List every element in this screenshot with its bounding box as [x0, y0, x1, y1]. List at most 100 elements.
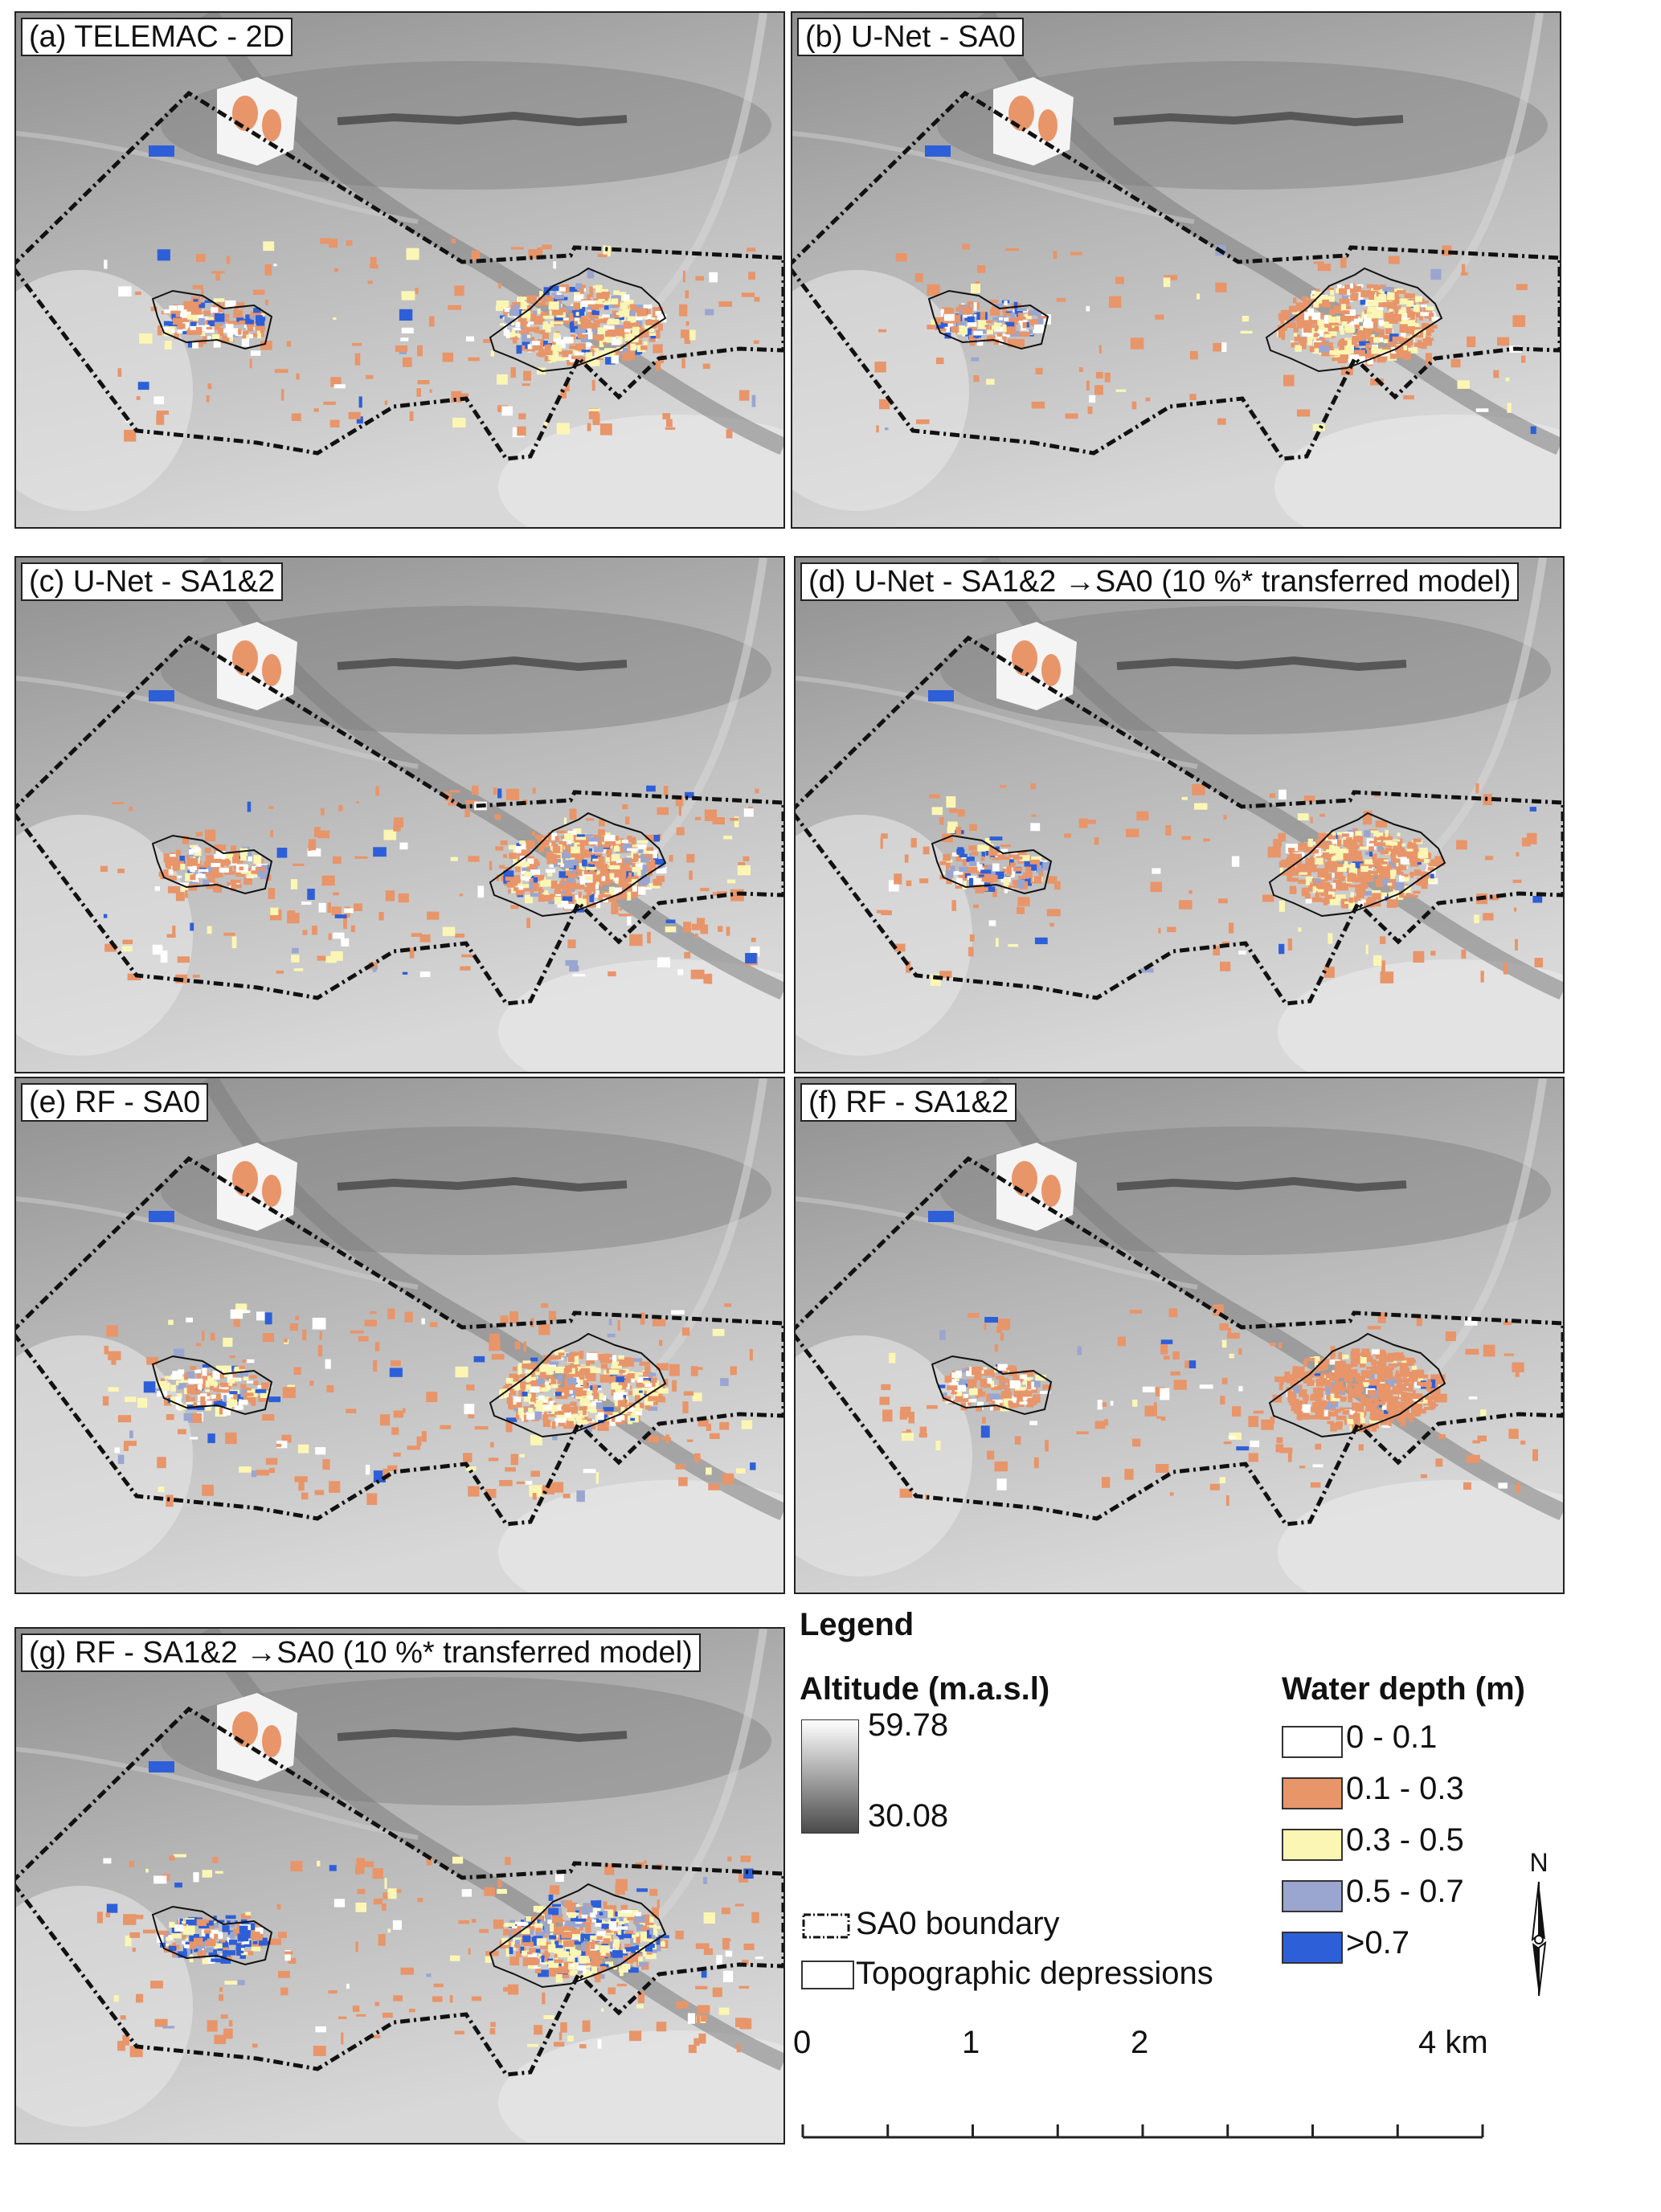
- flood-cell: [518, 1389, 525, 1397]
- flood-cell: [448, 802, 458, 806]
- flood-cell: [959, 1398, 969, 1402]
- flood-cell: [1366, 313, 1375, 319]
- flood-cell: [1363, 321, 1373, 328]
- flood-cell: [239, 866, 243, 871]
- flood-cell: [1304, 1399, 1308, 1405]
- flood-cell: [522, 1363, 530, 1369]
- flood-cell: [1384, 323, 1393, 328]
- flood-cell: [1270, 1416, 1275, 1424]
- flood-cell: [576, 898, 587, 906]
- flood-cell: [210, 1332, 215, 1341]
- flood-cell: [1394, 1402, 1401, 1409]
- flood-cell: [543, 350, 553, 355]
- flood-cell: [561, 307, 567, 311]
- flood-cell: [1279, 867, 1283, 874]
- flood-cell: [205, 1956, 215, 1964]
- flood-cell: [544, 890, 549, 893]
- flood-cell: [956, 848, 965, 855]
- flood-cell: [1397, 832, 1401, 836]
- flood-cell: [333, 856, 342, 865]
- flood-cell: [265, 1458, 278, 1465]
- flood-cell: [256, 320, 265, 329]
- flood-cell: [1429, 313, 1434, 321]
- flood-cell: [1409, 873, 1418, 876]
- flood-cell: [1007, 338, 1017, 348]
- flood-cell: [530, 1391, 536, 1400]
- flood-cell: [257, 1384, 264, 1388]
- flood-cell: [1327, 287, 1334, 290]
- flood-cell: [1316, 338, 1326, 342]
- flood-cell: [988, 850, 998, 857]
- flood-cell: [157, 325, 162, 336]
- flood-cell: [976, 339, 984, 346]
- flood-cell: [927, 284, 940, 296]
- flood-cell: [1375, 328, 1381, 333]
- flood-cell: [1363, 1379, 1369, 1387]
- flood-cell: [583, 838, 594, 846]
- flood-cell: [1310, 865, 1317, 870]
- flood-cell: [751, 395, 756, 407]
- flood-cell: [409, 947, 415, 959]
- flood-cell: [518, 1367, 522, 1376]
- flood-cell: [612, 310, 618, 316]
- flood-cell: [979, 874, 984, 877]
- flood-cell: [1337, 848, 1349, 853]
- flood-cell: [338, 2016, 347, 2019]
- flood-cell: [707, 973, 713, 984]
- panel-title: (c) U-Net - SA1&2: [21, 562, 284, 601]
- flood-cell: [582, 1921, 591, 1928]
- flood-cell: [546, 1366, 552, 1376]
- flood-cell: [573, 884, 585, 889]
- flood-cell: [1389, 352, 1397, 359]
- flood-cell: [211, 307, 219, 313]
- flood-cell: [1298, 927, 1302, 932]
- flood-cell: [535, 1400, 543, 1405]
- flood-cell: [1342, 285, 1347, 289]
- flood-cell: [643, 1380, 651, 1384]
- flood-cell: [603, 1409, 613, 1416]
- flood-cell: [259, 1937, 268, 1946]
- flood-cell: [1394, 309, 1405, 313]
- flood-cell: [213, 325, 220, 330]
- flood-cell: [378, 1934, 383, 1946]
- flood-cell: [319, 1331, 322, 1340]
- flood-cell: [514, 1341, 521, 1350]
- flood-cell: [227, 1374, 235, 1382]
- flood-cell: [1409, 842, 1417, 847]
- flood-cell: [730, 1366, 737, 1376]
- flood-cell: [530, 1470, 541, 1477]
- flood-cell: [558, 1375, 563, 1382]
- flood-cell: [1278, 1382, 1283, 1391]
- flood-cell: [1418, 343, 1426, 346]
- flood-cell: [1405, 893, 1415, 897]
- flood-cell: [222, 1925, 230, 1932]
- flood-cell: [530, 1357, 538, 1362]
- flood-cell: [586, 1352, 597, 1360]
- flood-cell: [1387, 882, 1393, 886]
- flood-cell: [701, 2014, 708, 2022]
- flood-cell: [1358, 1444, 1364, 1451]
- flood-cell: [1117, 1336, 1126, 1347]
- flood-cell: [210, 1382, 218, 1386]
- flood-cell: [208, 1949, 217, 1957]
- flood-cell: [185, 1937, 189, 1941]
- flood-cell: [1368, 870, 1377, 874]
- flood-cell: [205, 864, 213, 873]
- flood-cell: [595, 884, 599, 889]
- flood-cell: [251, 1946, 261, 1952]
- flood-cell: [1302, 299, 1309, 305]
- flood-cell: [1298, 843, 1308, 851]
- flood-cell: [1164, 275, 1177, 280]
- flood-cell: [1278, 313, 1290, 321]
- flood-cell: [1347, 1382, 1352, 1389]
- flood-cell: [632, 1358, 643, 1362]
- flood-cell: [1366, 284, 1373, 288]
- flood-cell: [727, 1856, 732, 1862]
- flood-cell: [322, 1459, 330, 1470]
- flood-cell: [242, 864, 248, 873]
- flood-cell: [213, 1388, 223, 1392]
- flood-cell: [251, 870, 258, 874]
- flood-cell: [1008, 1403, 1018, 1409]
- flood-cell: [529, 881, 534, 890]
- flood-cell: [1327, 1380, 1332, 1386]
